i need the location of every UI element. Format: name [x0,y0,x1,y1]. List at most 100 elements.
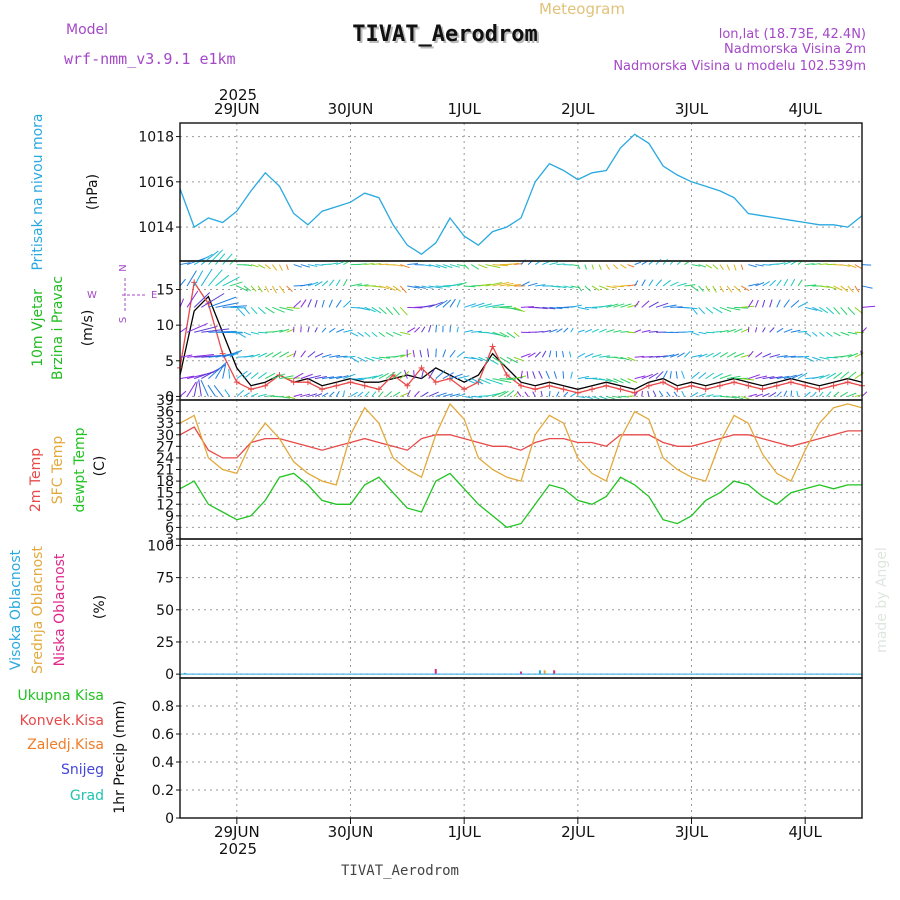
wind-arrow [471,395,483,398]
wind-arrow [854,285,860,293]
wind-arrow [201,328,230,333]
wind-arrow [762,393,770,397]
wind-arrow [598,328,607,333]
wind-arrow [556,328,563,333]
wind-arrow [570,304,582,308]
wind-arrow [762,327,766,333]
wind-arrow [762,299,766,308]
wind-arrow [854,264,862,269]
wind-arrow [342,278,348,287]
wind-arrow [385,285,396,291]
wind-arrow [705,372,715,380]
wind-arrow [805,263,815,266]
wind-arrow [506,331,516,339]
wind-arrow [243,307,250,315]
wind-arrow [279,285,286,294]
wind-arrow [265,395,275,397]
wind-arrow [293,393,303,397]
wind-arrow [272,329,283,333]
wind-arrow [769,353,780,358]
wind-arrow [698,306,706,315]
wind-arrow [599,304,612,308]
wind-arrow [783,299,790,308]
wind-arrow [747,326,750,333]
wind-arrow [506,389,515,397]
wind-arrow [257,372,267,380]
wind-arrow [570,264,579,267]
wind-arrow [826,391,832,397]
wind-arrow [570,327,574,333]
wind-arrow [598,264,602,271]
wind-arrow [634,261,642,266]
gust-marker [731,379,738,386]
tick-label-temperature: 12 [156,497,174,513]
wind-arrow [286,377,300,380]
wind-arrow [691,331,700,336]
wind-arrow [719,374,732,380]
wind-arrow [272,306,285,313]
wind-arrow [187,354,214,358]
wind-arrow [300,393,311,397]
wind-arrow [549,285,561,288]
wind-arrow [193,381,198,397]
wind-arrow [605,264,610,270]
wind-arrow [456,264,466,267]
wind-arrow [464,329,473,333]
wind-arrow [300,350,307,358]
wind-arrow [506,356,519,364]
wind-arrow [549,328,558,333]
wind-arrow [222,276,240,287]
date-labels: 29JUN 29JUN 30JUN 30JUN 1JUL 1JUL 2JUL 2JUL 3JUL… [214,100,822,841]
wind-arrow [641,329,651,333]
wind-arrow [499,378,516,381]
cloud-ylabel: (%) [92,595,108,619]
wind-arrow [783,355,796,358]
wind-arrow [541,350,547,358]
wind-arrow [776,279,782,287]
series-line-temperature-2 [179,472,862,529]
precip-legend-2: Konvek.Kisa [20,713,104,729]
wind-arrow [577,264,581,270]
tick-label-wind: 0 [165,389,174,405]
wind-arrow [826,356,838,359]
wind-arrow [549,261,559,266]
wind-arrow [655,302,669,308]
wind-arrow [819,356,830,360]
gust-marker [787,379,794,386]
series-line-temperature-1 [179,402,863,486]
wind-arrow [648,330,658,333]
wind-arrow [414,390,420,397]
wind-arrow [307,393,317,397]
wind-arrow [393,264,403,267]
tick-label-temperature: 6 [165,520,174,536]
wind-arrow [726,264,730,271]
tick-label-wind: 5 [165,354,174,370]
wind-arrow [569,351,572,358]
wind-arrow [329,262,339,266]
gust-marker [844,379,851,386]
wind-arrow [532,371,536,379]
wind-arrow [762,281,770,287]
wind-arrow [833,372,843,380]
wind-arrow [698,331,707,335]
wind-arrow [798,330,808,333]
wind-arrow [712,264,719,270]
wind-arrow [421,285,433,289]
wind-arrow [335,279,341,287]
wind-arrow [456,281,467,287]
date-label-bottom: 2JUL [561,823,595,841]
wind-arrow [293,300,302,308]
compass-s: S [118,317,129,323]
wind-arrow [350,283,363,287]
wind-arrow [620,378,631,384]
wind-arrow [726,395,737,399]
wind-arrow [527,352,536,358]
wind-arrow [776,262,786,266]
wind-arrow [598,395,608,400]
wind-arrow [378,391,384,397]
wind-arrow [478,378,491,385]
wind-arrow [556,285,567,289]
wind-arrow [634,280,639,287]
wind-arrow [407,263,419,266]
wind-arrow [542,329,552,333]
